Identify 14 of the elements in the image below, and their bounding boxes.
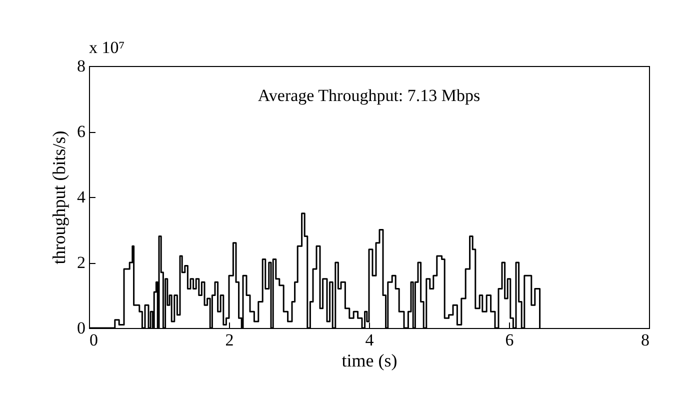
y-tick-label: 6 xyxy=(77,122,86,141)
text: x 10⁷ xyxy=(89,38,125,57)
y-axis-title: throughput (bits/s) xyxy=(49,130,69,264)
y-tick-label: 8 xyxy=(77,56,86,76)
y-tick-label: 4 xyxy=(77,188,86,206)
x-tick-label: 4 xyxy=(365,330,374,350)
x-tick-label: 0 xyxy=(90,330,98,350)
annotation: Average Throughput: 7.13 Mbps xyxy=(258,86,480,105)
x-tick-label: 2 xyxy=(225,330,234,350)
x-axis-title: time (s) xyxy=(342,350,398,370)
y-tick-label: 0 xyxy=(77,318,86,338)
x-tick-label: 6 xyxy=(505,330,514,350)
y-tick-label: 2 xyxy=(77,253,86,272)
x-tick-label: 8 xyxy=(641,330,650,350)
